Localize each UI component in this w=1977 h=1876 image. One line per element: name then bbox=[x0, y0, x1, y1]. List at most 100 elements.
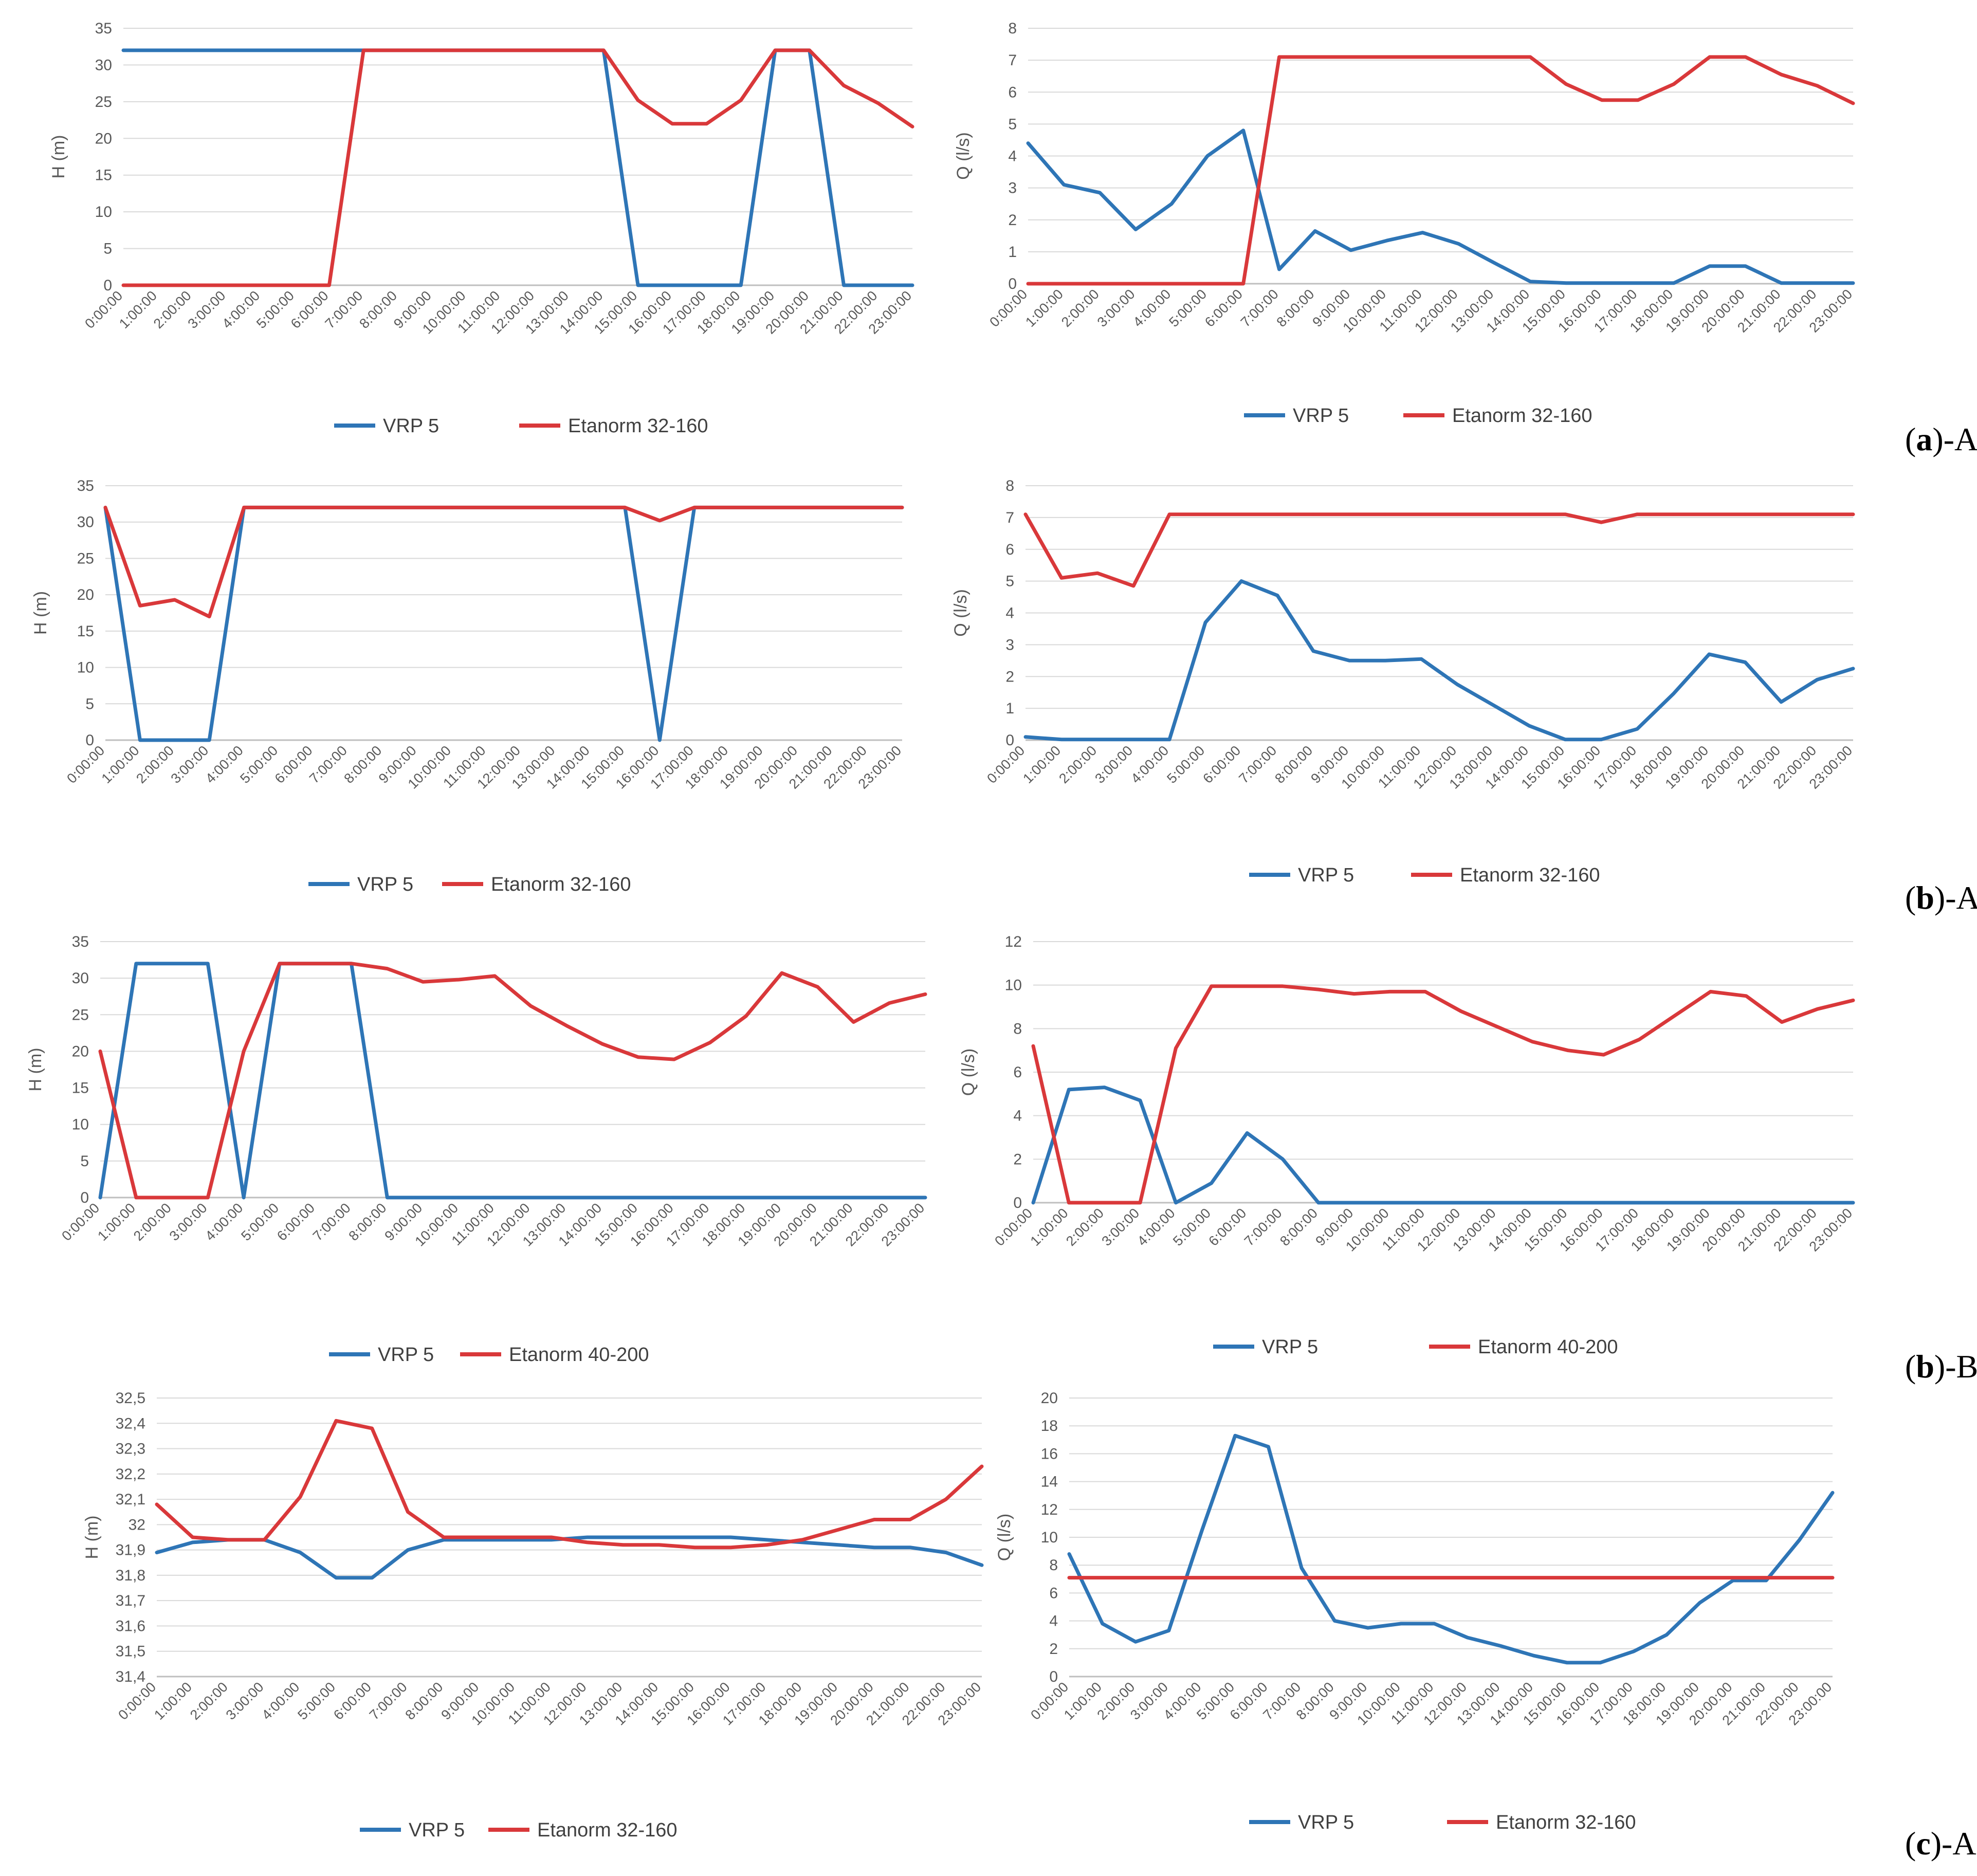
data-point-vrp5 bbox=[1433, 1622, 1436, 1626]
data-point-vrp5 bbox=[1233, 1434, 1237, 1438]
y-axis-title: H (m) bbox=[26, 1048, 45, 1092]
data-point-vrp5 bbox=[636, 284, 640, 287]
data-point-vrp5 bbox=[1316, 1201, 1320, 1204]
data-point-vrp5 bbox=[299, 1551, 302, 1554]
data-point-pump bbox=[602, 48, 606, 52]
legend-label-pump: Etanorm 32-160 bbox=[537, 1819, 678, 1841]
data-point-pump bbox=[1528, 512, 1531, 516]
data-point-vrp5 bbox=[1816, 1201, 1819, 1204]
y-tick-label: 32,4 bbox=[116, 1415, 145, 1432]
data-point-pump bbox=[762, 506, 765, 509]
data-point-vrp5 bbox=[1384, 659, 1387, 663]
x-tick-label: 1:00:00 bbox=[1022, 286, 1066, 330]
data-point-pump bbox=[1566, 1049, 1570, 1052]
data-point-vrp5 bbox=[1098, 191, 1102, 194]
data-point-pump bbox=[1698, 1576, 1701, 1579]
data-point-vrp5 bbox=[170, 962, 174, 965]
x-tick-label: 3:00:00 bbox=[185, 288, 229, 332]
panel-label-b-B: (b)-B bbox=[1905, 1348, 1977, 1385]
y-tick-label: 4 bbox=[1049, 1613, 1058, 1630]
panel-label-c-A: (c)-A bbox=[1905, 1825, 1976, 1862]
x-tick-label: 2:00:00 bbox=[1058, 286, 1102, 330]
data-point-vrp5 bbox=[99, 1196, 102, 1199]
data-point-pump bbox=[478, 1536, 482, 1539]
data-point-vrp5 bbox=[729, 1536, 733, 1539]
legend-label-vrp5: VRP 5 bbox=[1298, 865, 1354, 886]
chart-b-B-H: 0 5 10 15 20 25 30 35 H (m) 0:00:001:00:002:00:00… bbox=[26, 933, 927, 1366]
data-point-vrp5 bbox=[1698, 1601, 1701, 1605]
data-point-pump bbox=[406, 1510, 410, 1514]
data-point-pump bbox=[1204, 512, 1207, 516]
y-tick-label: 7 bbox=[1008, 52, 1017, 69]
data-point-pump bbox=[430, 48, 434, 52]
y-tick-label: 31,6 bbox=[116, 1617, 145, 1634]
data-point-pump bbox=[1492, 512, 1495, 516]
x-tick-label: 8:00:00 bbox=[356, 288, 400, 332]
y-tick-label: 5 bbox=[103, 241, 112, 258]
x-tick-label: 1:00:00 bbox=[1020, 743, 1064, 786]
data-point-pump bbox=[1174, 1046, 1178, 1050]
x-tick-label: 7:00:00 bbox=[310, 1200, 354, 1244]
data-point-vrp5 bbox=[565, 1196, 569, 1199]
x-tick-label: 6:00:00 bbox=[1200, 743, 1243, 786]
data-point-pump bbox=[1708, 55, 1711, 59]
data-point-pump bbox=[1060, 576, 1063, 580]
y-tick-label: 10 bbox=[1005, 977, 1022, 994]
data-point-vrp5 bbox=[1709, 1201, 1712, 1204]
panel-label-a-A: (a)-A bbox=[1905, 421, 1977, 457]
data-point-vrp5 bbox=[1744, 660, 1747, 664]
data-point-pump bbox=[370, 1427, 374, 1430]
data-point-pump bbox=[888, 1001, 891, 1005]
y-tick-label: 1 bbox=[1005, 700, 1014, 717]
y-tick-label: 7 bbox=[1005, 509, 1014, 526]
data-point-pump bbox=[1312, 512, 1315, 516]
y-tick-label: 30 bbox=[77, 514, 94, 531]
data-point-pump bbox=[1385, 55, 1388, 59]
data-point-vrp5 bbox=[406, 1548, 410, 1552]
data-point-vrp5 bbox=[1032, 1201, 1035, 1204]
data-point-pump bbox=[1852, 512, 1855, 516]
panel-label-b-A: (b)-A bbox=[1905, 879, 1977, 916]
data-point-pump bbox=[519, 506, 523, 509]
legend-label-pump: Etanorm 40-200 bbox=[509, 1344, 649, 1366]
data-point-vrp5 bbox=[1731, 1579, 1735, 1583]
data-point-vrp5 bbox=[1672, 281, 1676, 285]
data-point-pump bbox=[327, 284, 331, 287]
chart-a-A-H: 0 5 10 15 20 25 30 35 H (m) 0:00:001:00:002:00:00… bbox=[49, 20, 914, 437]
data-point-vrp5 bbox=[1366, 1626, 1370, 1630]
data-point-vrp5 bbox=[1420, 657, 1423, 661]
x-tick-label: 0:00:00 bbox=[992, 1205, 1035, 1249]
data-point-vrp5 bbox=[422, 1196, 425, 1199]
data-point-vrp5 bbox=[657, 1536, 661, 1539]
data-point-vrp5 bbox=[1200, 1529, 1204, 1532]
legend-label-pump: Etanorm 32-160 bbox=[1460, 865, 1600, 886]
data-point-pump bbox=[692, 506, 696, 509]
data-point-pump bbox=[170, 1196, 174, 1199]
data-point-vrp5 bbox=[1134, 228, 1138, 231]
data-point-pump bbox=[924, 992, 927, 996]
data-point-pump bbox=[1170, 282, 1174, 285]
data-point-pump bbox=[842, 84, 846, 87]
legend-label-vrp5: VRP 5 bbox=[409, 1819, 465, 1841]
legend-label-vrp5: VRP 5 bbox=[357, 874, 413, 895]
data-point-pump bbox=[99, 1050, 102, 1053]
data-point-vrp5 bbox=[1565, 1661, 1569, 1664]
data-point-vrp5 bbox=[944, 1551, 948, 1554]
data-point-pump bbox=[980, 1465, 983, 1468]
y-tick-label: 20 bbox=[1041, 1390, 1058, 1407]
y-tick-label: 31,4 bbox=[116, 1668, 145, 1685]
x-tick-label: 0:00:00 bbox=[986, 286, 1030, 330]
data-point-vrp5 bbox=[1062, 183, 1066, 187]
x-tick-label: 5:00:00 bbox=[238, 1200, 282, 1244]
series-line-vrp5 bbox=[1023, 579, 1855, 742]
data-point-vrp5 bbox=[658, 739, 662, 742]
data-point-vrp5 bbox=[1456, 683, 1459, 686]
data-point-vrp5 bbox=[1636, 281, 1640, 285]
x-tick-label: 7:00:00 bbox=[306, 743, 350, 786]
y-tick-label: 3 bbox=[1005, 636, 1014, 653]
data-point-vrp5 bbox=[293, 48, 297, 52]
x-tick-label: 6:00:00 bbox=[274, 1200, 318, 1244]
data-point-vrp5 bbox=[1024, 735, 1027, 739]
data-point-vrp5 bbox=[1134, 1640, 1138, 1644]
data-point-vrp5 bbox=[1139, 1099, 1142, 1102]
